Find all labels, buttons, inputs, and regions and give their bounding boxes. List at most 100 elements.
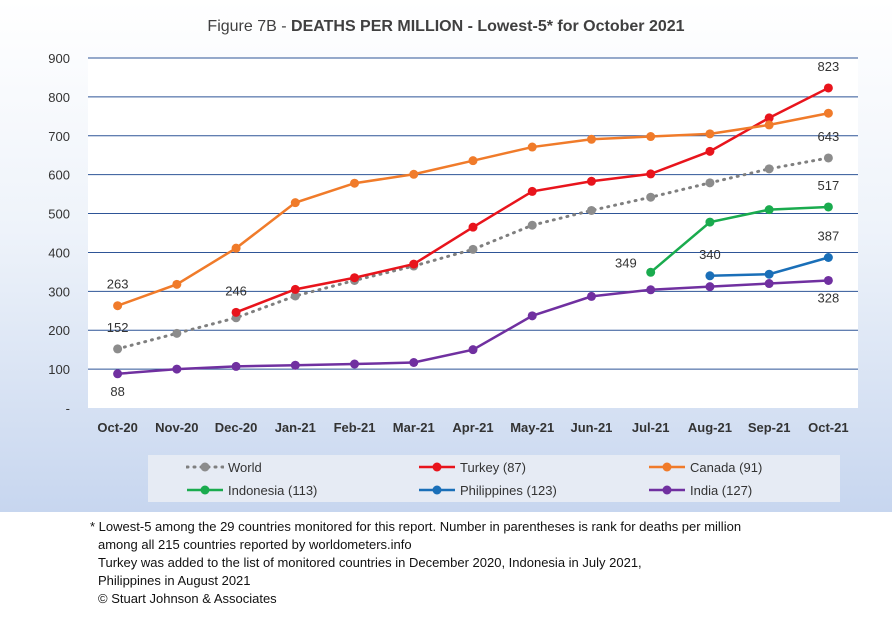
data-point [290, 360, 300, 370]
data-point [823, 275, 833, 285]
data-point [231, 307, 241, 317]
y-tick-label: 500 [48, 207, 70, 222]
series-line [649, 205, 829, 274]
legend-item-indonesia: Indonesia (113) [186, 480, 317, 500]
data-label: 340 [699, 247, 721, 262]
x-tick-label: Oct-20 [97, 420, 137, 435]
data-point [290, 291, 300, 301]
legend-label: India (127) [690, 482, 753, 498]
data-label: 328 [818, 290, 840, 305]
data-point [586, 205, 596, 215]
data-point [527, 220, 537, 230]
x-tick-label: Dec-20 [215, 420, 258, 435]
data-point [409, 259, 419, 269]
data-point [586, 176, 596, 186]
footnote-line-1: * Lowest-5 among the 29 countries monito… [90, 519, 742, 534]
data-point [527, 142, 537, 152]
data-point [231, 243, 241, 253]
data-point [468, 244, 478, 254]
x-tick-label: Jul-21 [632, 420, 670, 435]
series-turkey [231, 83, 833, 317]
data-point [764, 164, 774, 174]
data-point [527, 311, 537, 321]
y-tick-label: - [66, 401, 70, 416]
data-point [113, 301, 123, 311]
legend-swatch [187, 485, 223, 495]
data-point [764, 205, 774, 215]
data-label: 152 [107, 320, 129, 335]
y-tick-label: 400 [48, 245, 70, 260]
data-point [705, 217, 715, 227]
y-tick-label: 700 [48, 129, 70, 144]
data-point [350, 273, 360, 283]
data-point [172, 328, 182, 338]
data-point [290, 198, 300, 208]
x-tick-label: Jun-21 [571, 420, 613, 435]
chart-area: Figure 7B - DEATHS PER MILLION - Lowest-… [0, 0, 892, 512]
data-point [350, 359, 360, 369]
data-label: 517 [818, 178, 840, 193]
data-point [409, 358, 419, 367]
y-tick-label: 600 [48, 168, 70, 183]
legend-swatch [419, 462, 455, 472]
plot-background [88, 58, 858, 408]
x-tick-label: Sep-21 [748, 420, 791, 435]
legend-label: Philippines (123) [460, 482, 557, 498]
y-tick-label: 300 [48, 284, 70, 299]
data-point [764, 120, 774, 130]
data-point [823, 108, 833, 118]
data-point [468, 345, 478, 355]
data-point [586, 291, 596, 301]
x-tick-label: Nov-20 [155, 420, 198, 435]
series-philippines [705, 253, 833, 281]
series-india [113, 275, 833, 379]
series-indonesia [646, 202, 833, 277]
data-point [705, 146, 715, 156]
chart-title: Figure 7B - DEATHS PER MILLION - Lowest-… [207, 18, 684, 35]
data-label: 387 [818, 229, 840, 244]
data-point [646, 267, 656, 277]
x-tick-label: Apr-21 [452, 420, 493, 435]
data-point [409, 169, 419, 179]
data-point [350, 178, 360, 188]
data-point [172, 364, 182, 374]
legend-label: World [228, 459, 262, 475]
y-tick-label: 100 [48, 362, 70, 377]
data-point [468, 156, 478, 166]
data-point [468, 222, 478, 232]
series-layer [113, 83, 833, 379]
footnote: * Lowest-5 among the 29 countries monito… [90, 518, 880, 608]
data-label: 823 [818, 59, 840, 74]
data-point [646, 285, 656, 295]
legend-item-india: India (127) [648, 480, 752, 500]
footnote-line-5: © Stuart Johnson & Associates [98, 591, 277, 606]
data-point [290, 284, 300, 294]
data-point [646, 132, 656, 142]
footnote-line-3: Turkey was added to the list of monitore… [98, 555, 642, 570]
x-tick-label: Aug-21 [688, 420, 732, 435]
legend-item-turkey: Turkey (87) [418, 457, 526, 477]
y-tick-label: 200 [48, 323, 70, 338]
data-label: 246 [225, 283, 247, 298]
legend-swatch [649, 485, 685, 495]
data-point [764, 279, 774, 289]
y-tick-label: 900 [48, 51, 70, 66]
data-point [823, 153, 833, 163]
chart-title-prefix: Figure 7B - [207, 18, 291, 35]
x-tick-label: Mar-21 [393, 420, 435, 435]
x-tick-label: Feb-21 [334, 420, 376, 435]
chart-title-main: DEATHS PER MILLION - Lowest-5* for Octob… [291, 18, 685, 35]
legend-item-world: World [186, 457, 262, 477]
legend: World Turkey (87) Canada (91) Indonesia (11… [148, 455, 840, 502]
legend-swatch [186, 462, 224, 472]
data-point [764, 269, 774, 279]
data-point [823, 83, 833, 93]
footnote-line-2: among all 215 countries reported by worl… [98, 537, 412, 552]
y-tick-label: 800 [48, 90, 70, 105]
legend-label: Turkey (87) [460, 459, 526, 475]
data-point [823, 253, 833, 262]
data-label: 88 [110, 384, 124, 399]
legend-label: Indonesia (113) [228, 482, 318, 498]
legend-swatch [419, 485, 455, 495]
